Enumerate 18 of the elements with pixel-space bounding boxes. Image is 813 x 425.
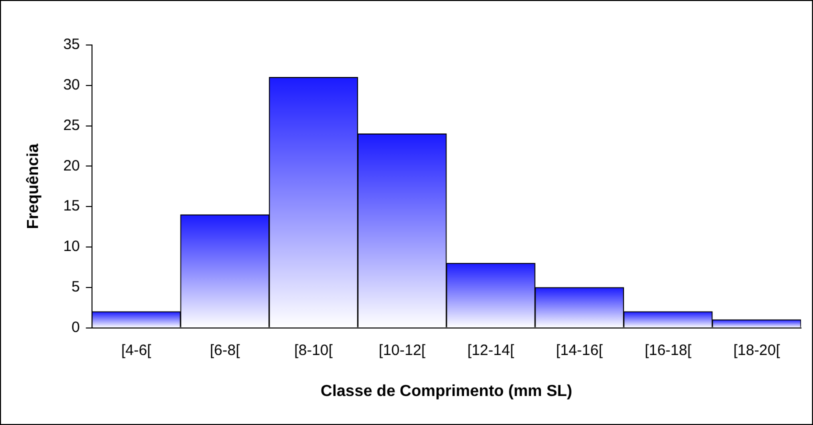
- y-axis-title: Frequência: [25, 144, 42, 230]
- x-axis-title: Classe de Comprimento (mm SL): [320, 382, 572, 400]
- y-tick-label: 30: [63, 76, 80, 94]
- x-tick-label: [12-14[: [467, 342, 515, 359]
- x-tick-label: [10-12[: [378, 342, 426, 359]
- y-tick-label: 25: [63, 116, 80, 134]
- y-tick-label: 10: [63, 238, 80, 256]
- y-tick-label: 35: [63, 36, 80, 54]
- y-tick-label: 15: [63, 198, 80, 215]
- x-tick-label: [18-20[: [733, 342, 781, 359]
- y-tick-label: 0: [72, 318, 80, 336]
- y-tick-label: 5: [72, 278, 80, 296]
- x-tick-label: [16-18[: [644, 342, 692, 359]
- y-tick-label: 20: [63, 157, 80, 174]
- x-tick-label: [8-10[: [294, 342, 334, 359]
- x-tick-label: [14-16[: [556, 342, 604, 359]
- x-tick-label: [4-6[: [121, 342, 152, 359]
- x-tick-label: [6-8[: [210, 342, 241, 359]
